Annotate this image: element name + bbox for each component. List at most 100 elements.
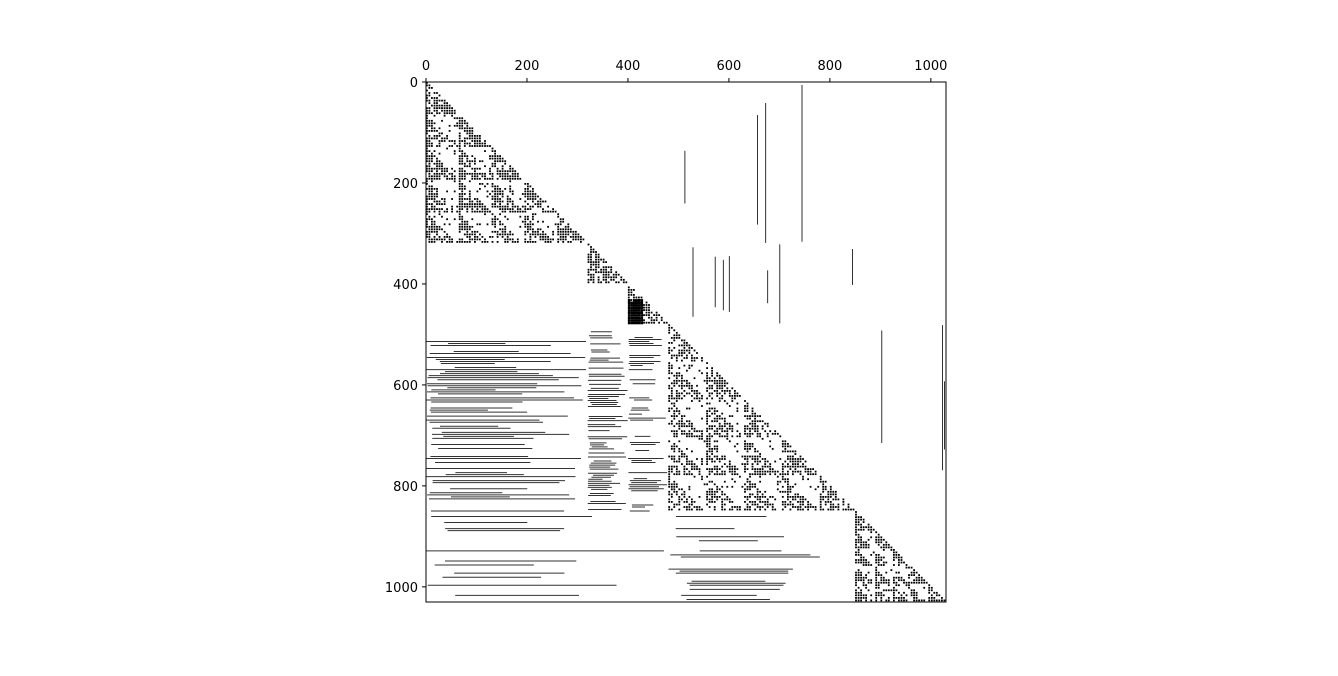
nonzero-mark [759, 435, 761, 438]
nonzero-mark [857, 516, 860, 518]
nonzero-mark [713, 448, 716, 450]
nonzero-mark [756, 427, 759, 430]
nonzero-mark [468, 225, 471, 228]
nonzero-mark [867, 543, 870, 546]
nonzero-mark [471, 225, 474, 228]
nonzero-mark [759, 490, 761, 493]
nonzero-mark [433, 175, 436, 178]
nonzero-mark [837, 506, 840, 508]
nonzero-mark [468, 165, 471, 168]
nonzero-mark [908, 584, 910, 587]
nonzero-mark [587, 243, 590, 246]
nonzero-mark [433, 97, 436, 99]
nonzero-mark [877, 586, 880, 589]
nonzero-mark [754, 417, 756, 420]
nonzero-mark [776, 470, 779, 473]
nonzero-mark [910, 591, 913, 594]
nonzero-mark [723, 400, 726, 402]
nonzero-mark [834, 496, 837, 498]
nonzero-mark [499, 170, 501, 173]
nonzero-mark [468, 236, 471, 238]
nonzero-mark [880, 536, 883, 539]
nonzero-mark [466, 236, 469, 238]
nonzero-mark [552, 210, 554, 213]
nonzero-mark [471, 132, 474, 135]
nonzero-mark [428, 198, 431, 200]
nonzero-mark [542, 210, 544, 213]
nonzero-mark [678, 488, 681, 491]
nonzero-mark [736, 468, 739, 470]
nonzero-mark [443, 109, 446, 112]
nonzero-mark [547, 236, 549, 238]
nonzero-mark [867, 538, 870, 541]
nonzero-mark [764, 473, 767, 476]
nonzero-mark [458, 177, 461, 180]
nonzero-mark [471, 167, 474, 170]
nonzero-mark [627, 316, 631, 320]
nonzero-mark [898, 591, 900, 594]
nonzero-mark [435, 462, 531, 463]
nonzero-mark [774, 498, 777, 501]
nonzero-mark [691, 359, 693, 362]
nonzero-mark [718, 432, 721, 435]
nonzero-mark [708, 415, 711, 417]
nonzero-mark [574, 233, 577, 236]
nonzero-mark [678, 503, 681, 506]
nonzero-mark [628, 458, 664, 459]
nonzero-mark [754, 422, 756, 425]
nonzero-mark [670, 407, 673, 410]
nonzero-mark [759, 480, 761, 483]
nonzero-mark [501, 190, 504, 193]
nonzero-mark [903, 579, 905, 582]
nonzero-mark [479, 167, 481, 170]
nonzero-mark [433, 230, 436, 233]
nonzero-mark [504, 188, 507, 190]
nonzero-mark [678, 460, 681, 463]
nonzero-mark [797, 458, 799, 460]
nonzero-mark [446, 208, 448, 210]
nonzero-mark [862, 559, 865, 561]
nonzero-mark [458, 198, 461, 200]
nonzero-mark [428, 102, 431, 104]
nonzero-mark [819, 508, 822, 511]
nonzero-mark [728, 422, 731, 425]
nonzero-mark [819, 475, 822, 478]
nonzero-mark [504, 172, 507, 175]
nonzero-mark [668, 410, 671, 412]
nonzero-mark [438, 228, 441, 231]
nonzero-mark [756, 470, 759, 473]
nonzero-mark [867, 528, 870, 531]
nonzero-mark [431, 193, 433, 195]
nonzero-mark [432, 482, 560, 484]
nonzero-mark [746, 432, 749, 435]
nonzero-mark [686, 460, 688, 463]
nonzero-mark [678, 420, 681, 423]
nonzero-mark [471, 127, 474, 130]
nonzero-mark [569, 228, 572, 231]
nonzero-mark [441, 119, 443, 122]
nonzero-mark [754, 448, 756, 450]
nonzero-mark [463, 241, 466, 243]
nonzero-mark [713, 490, 716, 493]
nonzero-mark [789, 508, 792, 511]
nonzero-mark [723, 508, 726, 511]
nonzero-mark [683, 415, 686, 417]
nonzero-mark [870, 581, 873, 584]
nonzero-mark [588, 361, 624, 363]
nonzero-mark [681, 450, 683, 453]
nonzero-mark [880, 597, 883, 599]
nonzero-mark [471, 230, 474, 233]
nonzero-mark [590, 258, 592, 261]
nonzero-mark [887, 581, 890, 584]
nonzero-mark [867, 561, 870, 564]
nonzero-mark [451, 109, 453, 112]
nonzero-mark [678, 392, 681, 395]
nonzero-mark [633, 316, 636, 320]
nonzero-mark [711, 496, 713, 498]
nonzero-mark [428, 140, 431, 142]
nonzero-mark [857, 528, 860, 531]
nonzero-mark [711, 392, 713, 395]
nonzero-mark [588, 484, 610, 486]
nonzero-mark [754, 425, 756, 428]
